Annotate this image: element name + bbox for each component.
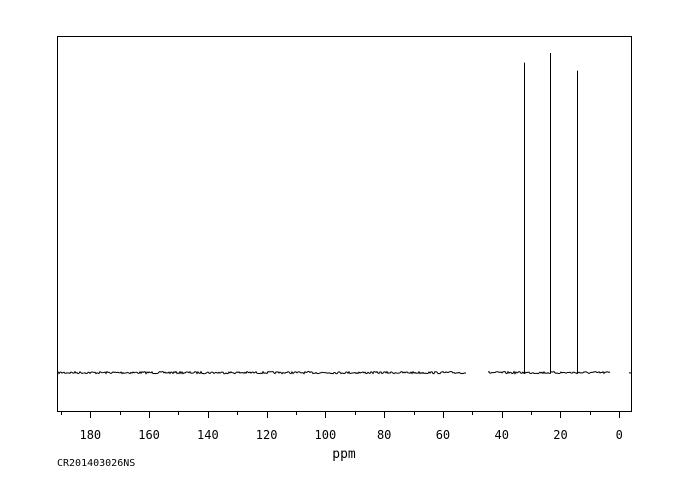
spectrum-peaks <box>524 52 578 374</box>
x-tick-label: 20 <box>553 428 567 442</box>
x-tick-label: 160 <box>138 428 160 442</box>
x-tick-label: 80 <box>377 428 391 442</box>
x-axis-label: ppm <box>332 447 356 462</box>
x-axis-ticks: 180 160 140 120 100 80 60 40 20 0 <box>61 411 623 442</box>
x-tick-label: 0 <box>616 428 623 442</box>
x-tick-label: 180 <box>79 428 101 442</box>
sample-id-label: CR201403026NS <box>57 458 135 469</box>
plot-frame <box>57 36 632 412</box>
spectrum-baseline <box>57 370 632 375</box>
x-tick-label: 40 <box>494 428 508 442</box>
baseline-noise <box>57 370 632 375</box>
x-tick-label: 60 <box>436 428 450 442</box>
x-tick-label: 140 <box>197 428 219 442</box>
x-tick-label: 100 <box>315 428 337 442</box>
x-tick-label: 120 <box>256 428 278 442</box>
